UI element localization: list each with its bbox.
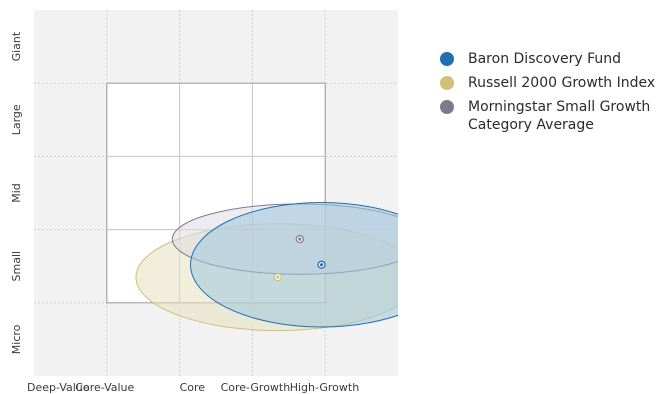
legend-item-1: Russell 2000 Growth Index [440,74,672,92]
x-tick-label-1: Core-Value [75,381,134,394]
legend-swatch [440,52,454,66]
legend-label: Morningstar Small Growth Category Averag… [468,99,651,133]
legend-swatch [440,76,454,90]
legend-item-0: Baron Discovery Fund [440,50,672,68]
centroid-dot-1 [276,275,280,279]
y-tick-label-0: Micro [10,324,23,354]
ownership-zones [135,202,398,332]
ownership-zone-0 [190,202,398,328]
legend-swatch [440,100,454,114]
y-tick-label-3: Large [10,104,23,135]
y-tick-label-1: Small [10,251,23,282]
centroid-dot-0 [319,263,324,267]
y-tick-label-2: Mid [10,183,23,203]
legend: Baron Discovery Fund Russell 2000 Growth … [440,50,672,140]
x-tick-label-0: Deep-Value [27,381,90,394]
centroid-points [273,234,326,282]
x-tick-label-2: Core [180,381,206,394]
legend-label: Russell 2000 Growth Index [468,75,656,91]
y-tick-label-4: Giant [10,31,23,61]
y-axis-ticks: Micro Small Mid Large Giant [10,31,23,354]
legend-item-2: Morningstar Small Growth Category Averag… [440,98,672,134]
x-tick-label-4: High-Growth [290,381,359,394]
x-tick-label-3: Core-Growth [221,381,291,394]
legend-label: Baron Discovery Fund [468,51,622,67]
centroid-dot-2 [298,237,302,241]
